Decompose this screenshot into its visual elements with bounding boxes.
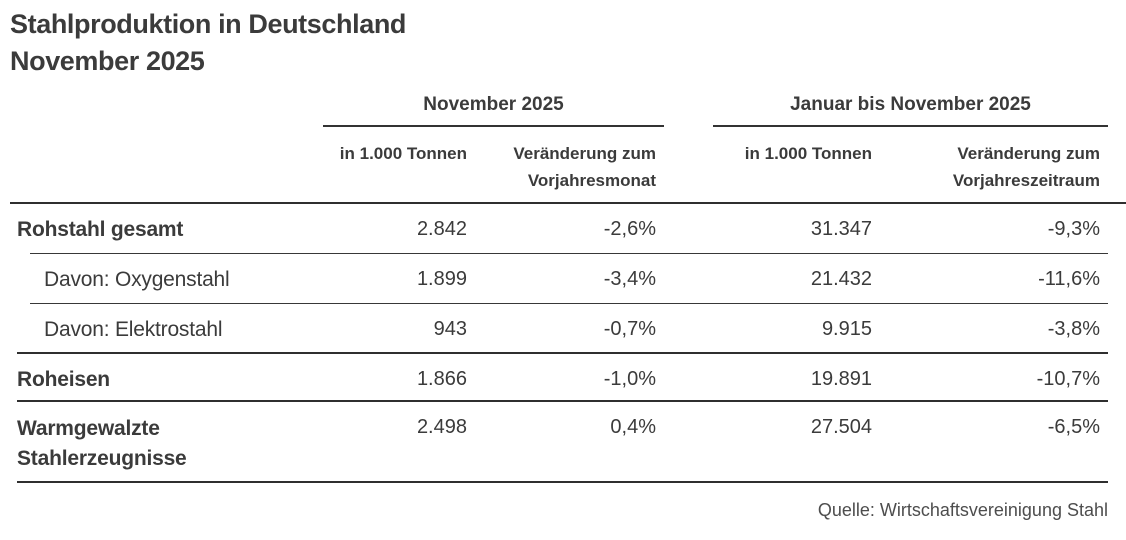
row-label-text: Davon: Elektrostahl <box>44 318 223 341</box>
value-jannov-tonnen: 21.432 <box>810 268 872 290</box>
column-header-jannov-tonnen: in 1.000 Tonnen <box>744 144 872 163</box>
row-label: Rohstahl gesamt <box>17 204 323 243</box>
value-november-change: -3,4% <box>603 268 656 290</box>
row-label: Davon: Elektrostahl <box>17 304 323 343</box>
value-november-change: 0,4% <box>610 416 656 438</box>
row-label: Roheisen <box>17 354 323 393</box>
row-label: Davon: Oxygenstahl <box>17 254 323 293</box>
row-label-text: Warmgewalzte Stahlerzeugnisse <box>17 417 187 470</box>
table-row-warmgewalzte: Warmgewalzte Stahlerzeugnisse 2.498 0,4%… <box>17 402 1108 483</box>
value-november-change: -1,0% <box>603 368 656 390</box>
column-header-jannov-change: Veränderung zum Vorjahreszeitraum <box>952 144 1100 190</box>
value-november-tonnen: 2.842 <box>416 218 467 240</box>
table-row-rohstahl-gesamt: Rohstahl gesamt 2.842 -2,6% 31.347 -9,3% <box>17 204 1108 254</box>
row-label-text: Davon: Oxygenstahl <box>44 268 230 291</box>
value-november-change: -0,7% <box>603 318 656 340</box>
value-november-change: -2,6% <box>603 218 656 240</box>
page-title: Stahlproduktion in Deutschland November … <box>10 6 1126 80</box>
table-row-oxygenstahl: Davon: Oxygenstahl 1.899 -3,4% 21.432 -1… <box>17 254 1108 304</box>
title-line-2: November 2025 <box>10 46 205 76</box>
value-jannov-tonnen: 27.504 <box>810 416 872 438</box>
value-jannov-change: -11,6% <box>1038 268 1100 290</box>
column-group-januar-november: Januar bis November 2025 <box>713 94 1108 127</box>
value-jannov-tonnen: 19.891 <box>810 368 872 390</box>
column-gap <box>664 304 713 316</box>
production-table: Rohstahl gesamt 2.842 -2,6% 31.347 -9,3%… <box>10 202 1126 483</box>
value-jannov-change: -9,3% <box>1047 218 1100 240</box>
source-caption: Quelle: Wirtschaftsvereinigung Stahl <box>817 500 1108 520</box>
column-header-row: in 1.000 Tonnen Veränderung zum Vorjahre… <box>17 127 1108 202</box>
column-gap <box>664 254 713 266</box>
row-label-text: Rohstahl gesamt <box>17 218 184 241</box>
table-row-elektrostahl: Davon: Elektrostahl 943 -0,7% 9.915 -3,8… <box>17 304 1108 354</box>
column-header-nov-tonnen: in 1.000 Tonnen <box>339 144 467 163</box>
value-jannov-change: -3,8% <box>1047 318 1100 340</box>
column-gap <box>664 354 713 366</box>
value-november-tonnen: 1.899 <box>416 268 467 290</box>
title-line-1: Stahlproduktion in Deutschland <box>10 9 407 39</box>
column-group-row: November 2025 Januar bis November 2025 <box>17 94 1108 127</box>
value-jannov-change: -10,7% <box>1036 368 1100 390</box>
column-gap <box>664 204 713 216</box>
table-row-roheisen: Roheisen 1.866 -1,0% 19.891 -10,7% <box>17 354 1108 402</box>
row-label-text: Roheisen <box>17 368 110 391</box>
value-november-tonnen: 943 <box>433 318 467 340</box>
value-jannov-tonnen: 9.915 <box>821 318 872 340</box>
value-jannov-tonnen: 31.347 <box>810 218 872 240</box>
value-november-tonnen: 2.498 <box>416 416 467 438</box>
row-label: Warmgewalzte Stahlerzeugnisse <box>17 402 323 474</box>
column-header-nov-change: Veränderung zum Vorjahresmonat <box>513 144 656 190</box>
value-jannov-change: -6,5% <box>1047 416 1100 438</box>
column-gap <box>664 402 713 414</box>
value-november-tonnen: 1.866 <box>416 368 467 390</box>
column-group-november: November 2025 <box>323 94 664 127</box>
